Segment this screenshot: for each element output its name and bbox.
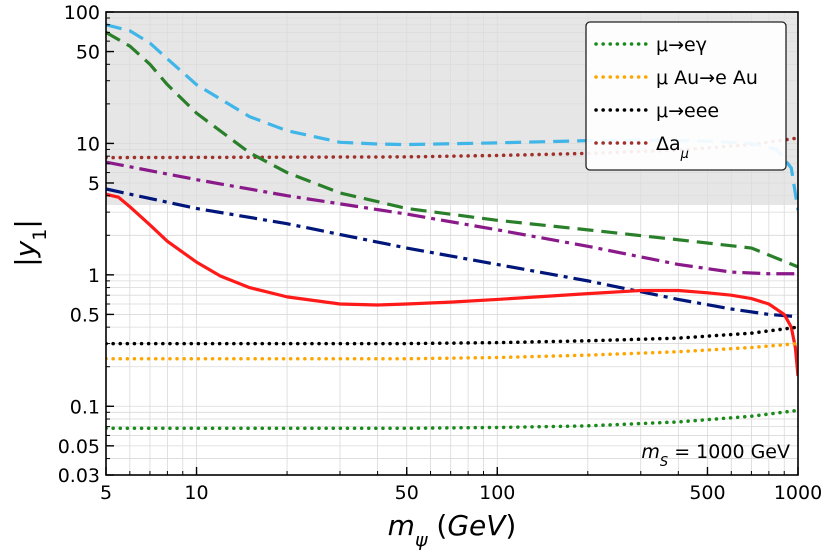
legend-label: μ Au→e Au xyxy=(656,67,758,89)
legend-label: μ→eγ xyxy=(656,34,707,56)
legend: μ→eγ μ Au→e Au μ→eee Δaμ xyxy=(585,21,787,171)
x-tick-label: 1000 xyxy=(774,482,822,504)
series-2 xyxy=(106,160,798,276)
y-tick-label: 1 xyxy=(88,265,100,287)
x-axis-label: mψ (GeV) xyxy=(388,509,517,551)
series-3 xyxy=(106,187,798,319)
x-tick-label: 10 xyxy=(184,482,208,504)
legend-box xyxy=(585,21,787,171)
ticks: 5 10 50 100 500 1000 0.03 0.05 0.1 0.5 1 5 10 50 100 xyxy=(58,2,822,504)
series-0 xyxy=(106,30,798,269)
legend-label: Δaμ xyxy=(656,133,689,162)
x-tick-label: 500 xyxy=(689,482,725,504)
y-tick-label: 10 xyxy=(76,133,100,155)
series-7 xyxy=(106,408,798,431)
y-tick-label: 0.1 xyxy=(70,396,100,418)
legend-label: μ→eee xyxy=(656,100,719,122)
y-tick-label: 0.03 xyxy=(58,465,100,487)
annotation-ms: mS = 1000 GeV xyxy=(641,441,790,470)
x-tick-label: 50 xyxy=(395,482,419,504)
series-4 xyxy=(106,192,798,377)
series-6 xyxy=(106,341,798,361)
series-5 xyxy=(106,325,798,346)
y-tick-label: 50 xyxy=(76,42,100,64)
plot-frame xyxy=(105,11,799,476)
x-tick-label: 100 xyxy=(479,482,515,504)
y-axis-label: |y1| xyxy=(9,219,51,267)
y-tick-label: 0.05 xyxy=(58,436,100,458)
y-tick-label: 5 xyxy=(88,173,100,195)
y-tick-label: 100 xyxy=(64,2,100,24)
x-tick-label: 5 xyxy=(100,482,112,504)
y-tick-label: 0.5 xyxy=(70,304,100,326)
